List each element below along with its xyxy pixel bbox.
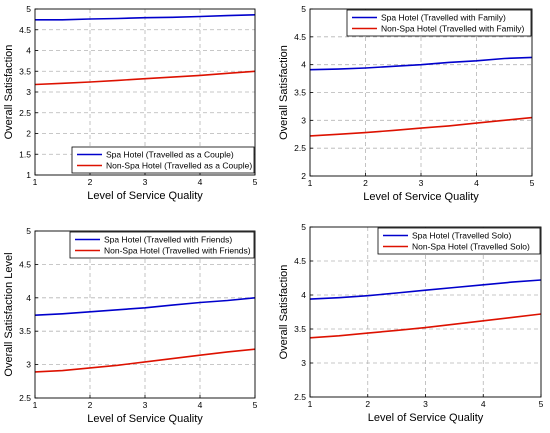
spa-hotel-line: [309, 279, 542, 300]
x-tick-label: 5: [530, 178, 535, 188]
plot-area-frame: [34, 8, 256, 176]
x-tick-label: 4: [481, 399, 486, 409]
x-tick-label: 4: [474, 178, 479, 188]
legend: Spa Hotel (Travelled as a Couple)Non-Spa…: [71, 146, 255, 174]
y-tick-label: 2.5: [294, 392, 306, 402]
y-tick-label: 2: [301, 171, 306, 181]
legend: Spa Hotel (Travelled with Friends)Non-Sp…: [69, 231, 255, 259]
x-tick-label: 3: [143, 400, 148, 410]
y-tick-label: 3: [26, 360, 31, 370]
subplot-bottom-left: 1 2 3 4 5 2.5 3 3.5 4 4.5 5 Level of Service Qualit…: [3, 226, 258, 425]
legend-entry: Non-Spa Hotel (Travelled with Friends): [104, 246, 251, 256]
legend-box: [346, 9, 532, 37]
y-tick-label: 4: [26, 293, 31, 303]
y-tick-label: 4: [301, 290, 306, 300]
y-tick-label: 4: [301, 60, 306, 70]
x-tick-label: 3: [419, 178, 424, 188]
legend-box: [377, 227, 541, 255]
y-axis-label: Overall Satisfaction: [278, 265, 290, 360]
x-tick-label: 4: [198, 400, 203, 410]
y-tick-label: 3: [301, 115, 306, 125]
legend: Spa Hotel (Travelled with Family)Non-Spa…: [346, 9, 532, 37]
plot-area-frame: [34, 230, 256, 399]
y-tick-label: 3.5: [19, 326, 31, 336]
y-tick-label: 5: [301, 222, 306, 232]
y-tick-label: 2.5: [294, 143, 306, 153]
legend-entry: Spa Hotel (Travelled Solo): [412, 231, 512, 241]
y-tick-label: 3.5: [294, 324, 306, 334]
subplot-bottom-right: 1 2 3 4 5 2.5 3 3.5 4 4.5 5 Level of Service Qualit…: [278, 222, 544, 424]
subplot-top-left: 1 2 3 4 5 1 1.5 2 2.5 3 3.5 4 4.5 5 Level of Service Q…: [3, 4, 258, 202]
y-tick-label: 4.5: [294, 32, 306, 42]
y-tick-label: 3.5: [294, 88, 306, 98]
y-axis-label: Overall Satisfaction Level: [3, 252, 15, 376]
x-tick-label: 3: [423, 399, 428, 409]
y-axis-label: Overall Satisfaction: [3, 45, 15, 140]
x-tick-label: 1: [33, 177, 38, 187]
x-tick-label: 5: [253, 177, 258, 187]
spa-hotel-line: [34, 297, 256, 316]
x-tick-label: 1: [33, 400, 38, 410]
x-axis-label: Level of Service Quality: [368, 412, 484, 424]
y-tick-label: 1.5: [19, 149, 31, 159]
y-tick-label: 3: [26, 87, 31, 97]
spa-hotel-line: [309, 56, 533, 71]
x-tick-label: 1: [308, 399, 313, 409]
x-tick-label: 2: [88, 400, 93, 410]
non-spa-hotel-line: [34, 348, 256, 373]
y-axis-label: Overall Satisfaction: [278, 45, 290, 140]
x-tick-label: 1: [308, 178, 313, 188]
plot-area-frame: [309, 8, 533, 177]
legend-entry: Spa Hotel (Travelled as a Couple): [106, 150, 234, 160]
legend-box: [71, 146, 255, 174]
x-axis-label: Level of Service Quality: [87, 413, 203, 425]
non-spa-hotel-line: [34, 70, 256, 86]
x-tick-label: 5: [253, 400, 258, 410]
x-tick-label: 2: [365, 399, 370, 409]
spa-hotel-line: [35, 14, 256, 21]
y-tick-label: 2.5: [19, 108, 31, 118]
legend-entry: Non-Spa Hotel (Travelled as a Couple): [106, 161, 252, 171]
x-tick-label: 2: [363, 178, 368, 188]
y-tick-label: 1: [26, 170, 31, 180]
x-tick-label: 2: [88, 177, 93, 187]
y-tick-label: 5: [301, 4, 306, 14]
y-tick-label: 4.5: [294, 256, 306, 266]
legend-entry: Spa Hotel (Travelled with Friends): [104, 235, 232, 245]
x-tick-label: 5: [539, 399, 544, 409]
y-tick-label: 5: [26, 226, 31, 236]
legend: Spa Hotel (Travelled Solo)Non-Spa Hotel …: [377, 227, 541, 255]
y-tick-label: 2: [26, 129, 31, 139]
non-spa-hotel-line: [309, 116, 533, 137]
legend-entry: Spa Hotel (Travelled with Family): [381, 13, 506, 23]
plot-area-frame: [309, 226, 542, 398]
non-spa-hotel-line: [309, 313, 542, 339]
y-tick-label: 5: [26, 4, 31, 14]
y-tick-label: 4.5: [19, 259, 31, 269]
y-tick-label: 4: [26, 46, 31, 56]
y-tick-label: 3: [301, 358, 306, 368]
legend-box: [69, 231, 255, 259]
legend-entry: Non-Spa Hotel (Travelled with Family): [381, 24, 524, 34]
x-tick-label: 4: [198, 177, 203, 187]
x-tick-label: 3: [143, 177, 148, 187]
y-tick-label: 3.5: [19, 66, 31, 76]
y-tick-label: 4.5: [19, 25, 31, 35]
legend-entry: Non-Spa Hotel (Travelled Solo): [412, 242, 530, 252]
x-axis-label: Level of Service Quality: [363, 191, 479, 203]
y-tick-label: 2.5: [19, 393, 31, 403]
x-axis-label: Level of Service Quality: [87, 190, 203, 202]
